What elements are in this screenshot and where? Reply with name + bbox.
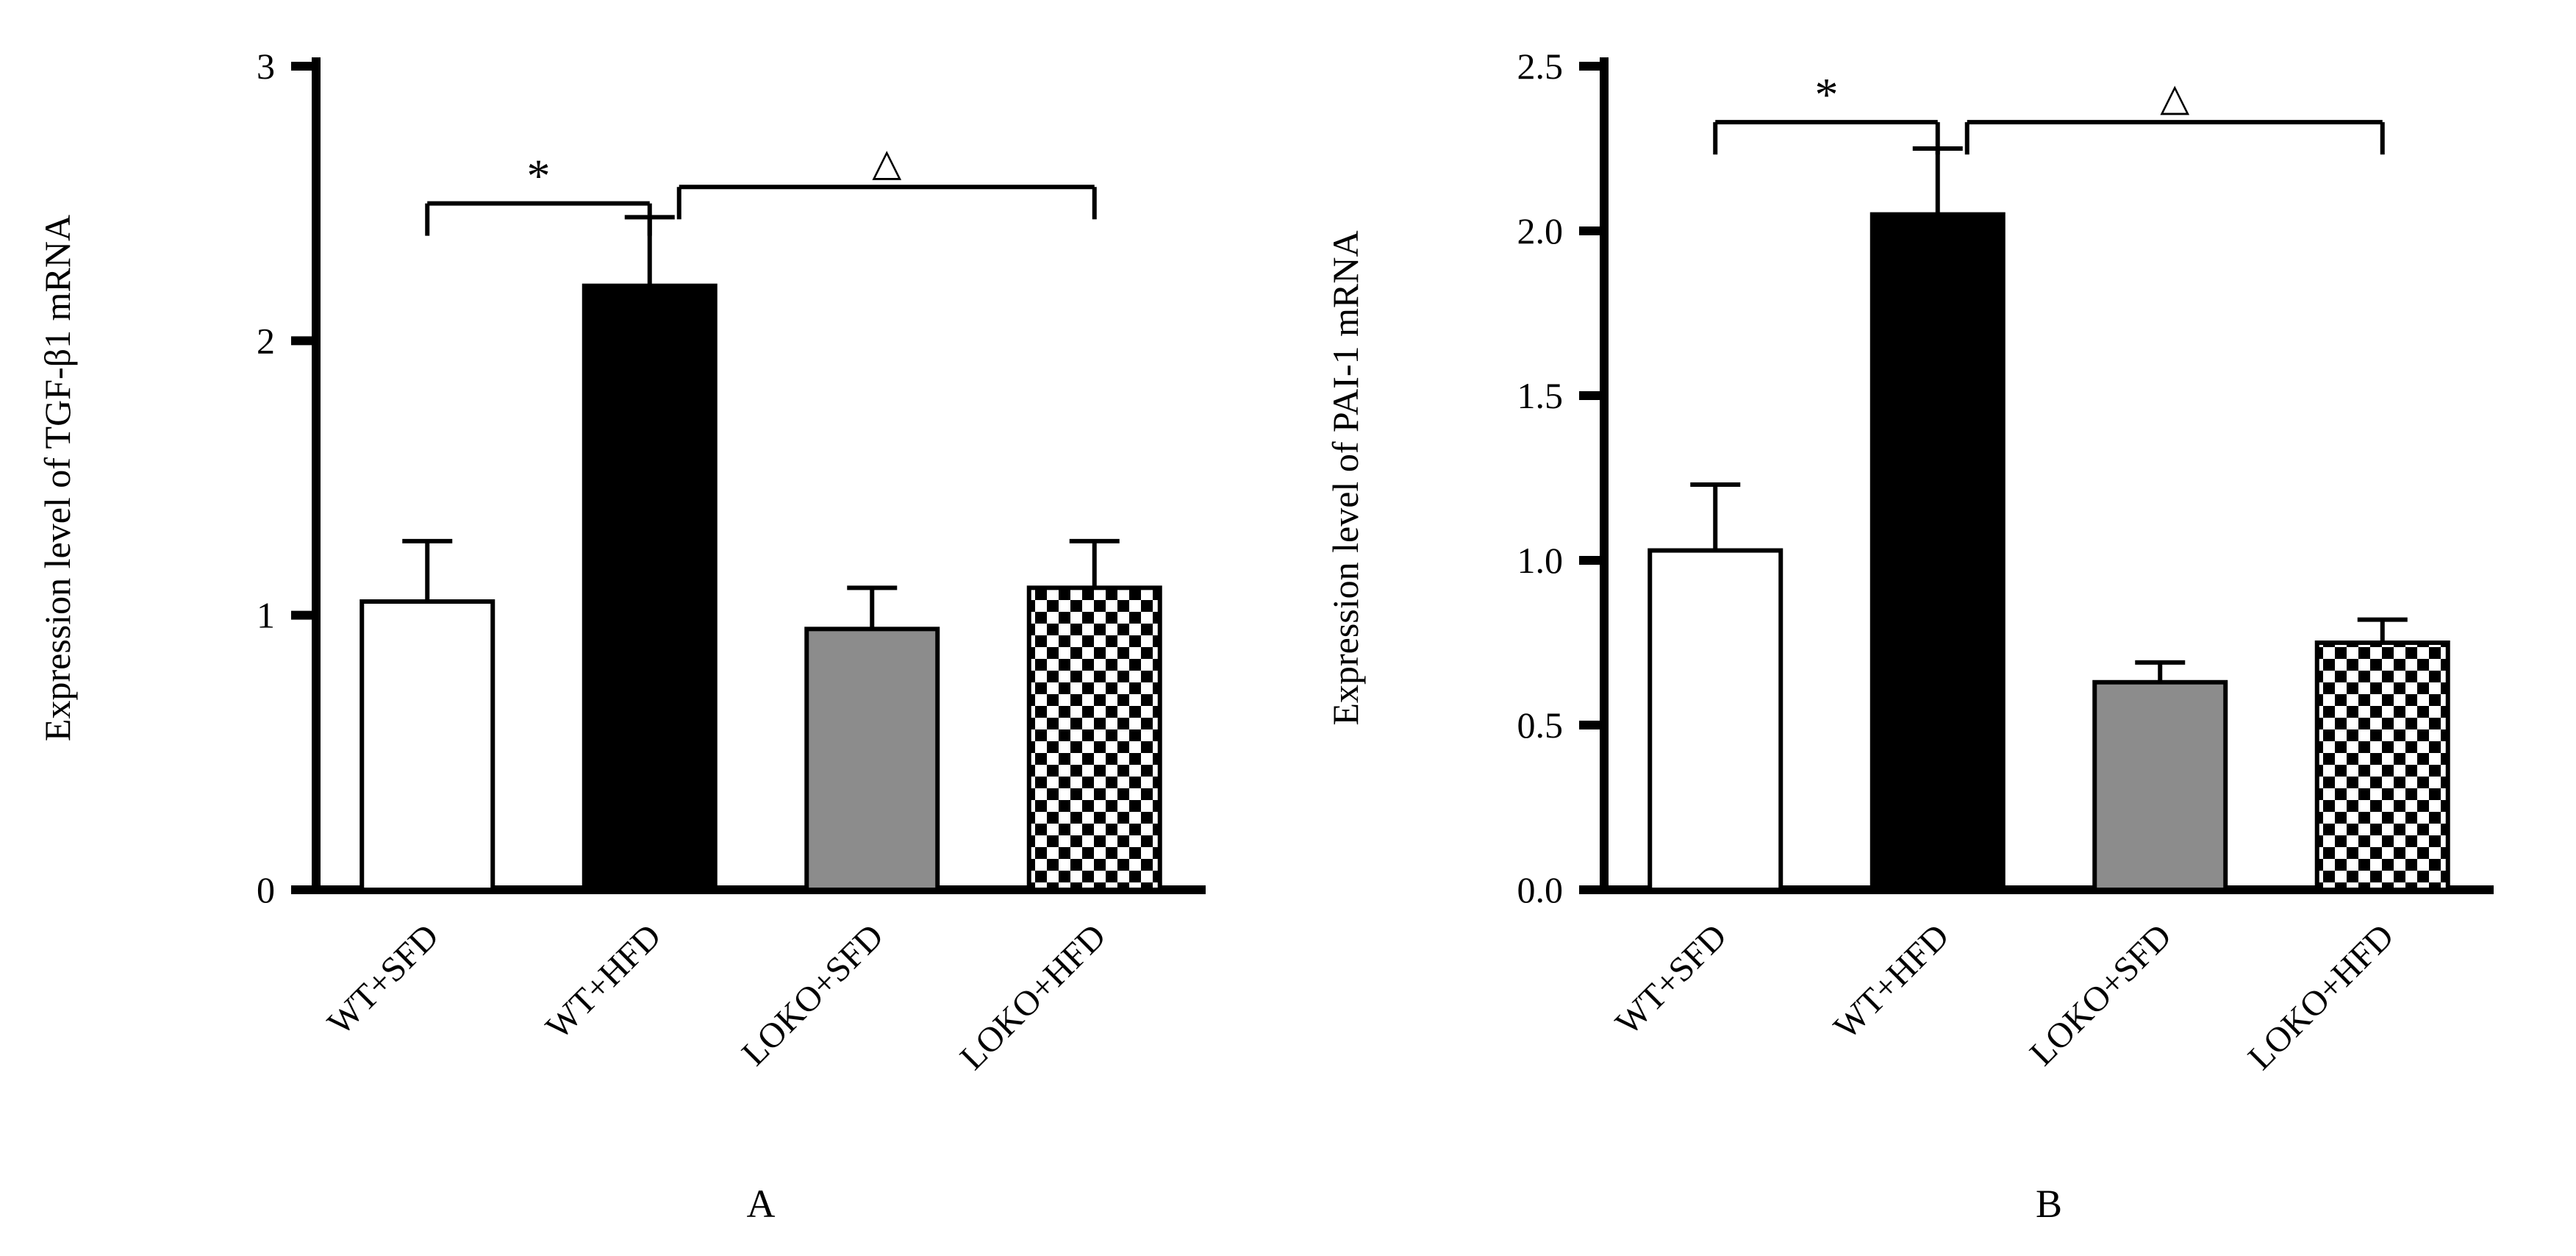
significance-symbol: * (527, 150, 551, 202)
y-tick-label: 0.0 (1517, 869, 1564, 910)
x-tick-label: WT+HFD (538, 916, 668, 1046)
panel-a: 0 1 2 3 Expression level of TGF-β1 mRNA WT+SF… (37, 46, 1206, 1226)
x-tick-label: WT+SFD (320, 916, 446, 1043)
x-tick-label: WT+SFD (1608, 916, 1734, 1043)
chart-b-pai-1-mrna: 0.0 0.5 1.0 1.5 2.0 2.5 Expression level of PA… (1325, 46, 2494, 1226)
y-tick-label: 0 (257, 869, 275, 910)
panel-b: 0.0 0.5 1.0 1.5 2.0 2.5 Expression level of PA… (1288, 0, 2576, 1256)
significance-symbol: △ (872, 142, 901, 184)
y-tick-label: 3 (257, 46, 275, 87)
x-tick-label: LOKO+HFD (953, 916, 1114, 1077)
panel-label: B (2036, 1182, 2062, 1226)
y-tick-label: 2.5 (1517, 46, 1564, 87)
bar-checker (1026, 585, 1162, 892)
bar-white (1647, 548, 1783, 892)
bar-white (359, 599, 495, 892)
bar-gray (2092, 679, 2228, 892)
y-tick-label: 1 (257, 595, 275, 636)
y-axis-title: Expression level of PAI-1 mRNA (1325, 230, 1366, 725)
bar-checker (2314, 641, 2450, 892)
x-tick-label: LOKO+SFD (734, 916, 891, 1073)
bar-gray (804, 627, 940, 892)
panel-label: A (747, 1182, 776, 1226)
y-tick-label: 1.5 (1517, 375, 1564, 416)
y-tick-label: 1.0 (1517, 540, 1564, 581)
y-tick-label: 2 (257, 320, 275, 361)
significance-symbol: △ (2160, 77, 2189, 119)
y-tick-label: 0.5 (1517, 704, 1564, 746)
x-tick-label: LOKO+HFD (2241, 916, 2402, 1077)
significance-symbol: * (1815, 68, 1839, 121)
x-tick-label: WT+HFD (1826, 916, 1956, 1046)
x-tick-label: LOKO+SFD (2022, 916, 2179, 1073)
bar-black (1870, 212, 2006, 893)
y-axis-title: Expression level of TGF-β1 mRNA (37, 215, 78, 741)
chart-a-tgf-b1-mrna: 0 1 2 3 Expression level of TGF-β1 mRNA WT+SF… (37, 46, 1206, 1226)
bar-black (582, 283, 718, 892)
y-tick-label: 2.0 (1517, 210, 1564, 251)
